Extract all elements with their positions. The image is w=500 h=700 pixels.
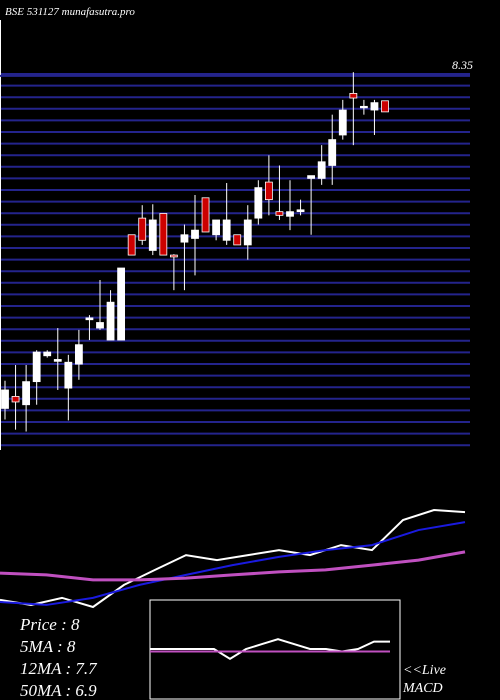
candle-body [11,396,20,403]
candle-body [169,254,178,258]
candle-body [296,209,305,213]
price-info: Price : 8 [19,615,80,634]
candle-body [254,187,263,219]
indicator-line [0,521,466,606]
candle-body [317,161,326,179]
candle-body [201,197,210,233]
macd-line [150,638,390,660]
ma5-info: 5MA : 8 [20,637,76,656]
candle-body [264,181,273,201]
candle-body [106,301,115,341]
live-link[interactable]: <<Live [403,663,446,678]
candle-body [233,234,242,246]
ma12-info: 12MA : 7.7 [20,659,98,678]
candle-body [117,267,126,341]
ma50-info: 50MA : 6.9 [20,681,97,700]
chart-title: BSE 531127 munafasutra.pro [5,6,135,18]
candle-body [159,213,168,256]
candle-body [328,139,337,166]
candle-body [212,219,221,236]
candle-body [349,93,358,99]
candle-body [148,219,157,251]
candle-body [53,359,62,362]
candle-body [43,351,52,357]
candle-body [370,102,379,111]
candle-body [222,219,231,241]
candle-body [307,175,316,179]
candle-body [359,105,368,109]
candle-body [74,344,83,365]
indicator-line [0,550,466,582]
candle-body [22,381,31,406]
candle-body [381,100,389,113]
candle-body [138,217,147,241]
candle-body [1,389,9,409]
macd-label: MACD [402,681,443,696]
candle-body [96,322,104,329]
candle-body [191,229,199,239]
candle-body [127,234,136,256]
candle-body [64,361,73,389]
indicator-line [0,509,466,609]
candle-body [338,109,347,136]
candle-body [243,219,252,246]
candle-body [32,351,41,383]
candle-body [275,211,284,216]
y-tick-label: 8.35 [452,58,473,72]
candle-body [85,317,94,321]
candle-body [286,211,294,217]
candle-body [180,234,189,243]
